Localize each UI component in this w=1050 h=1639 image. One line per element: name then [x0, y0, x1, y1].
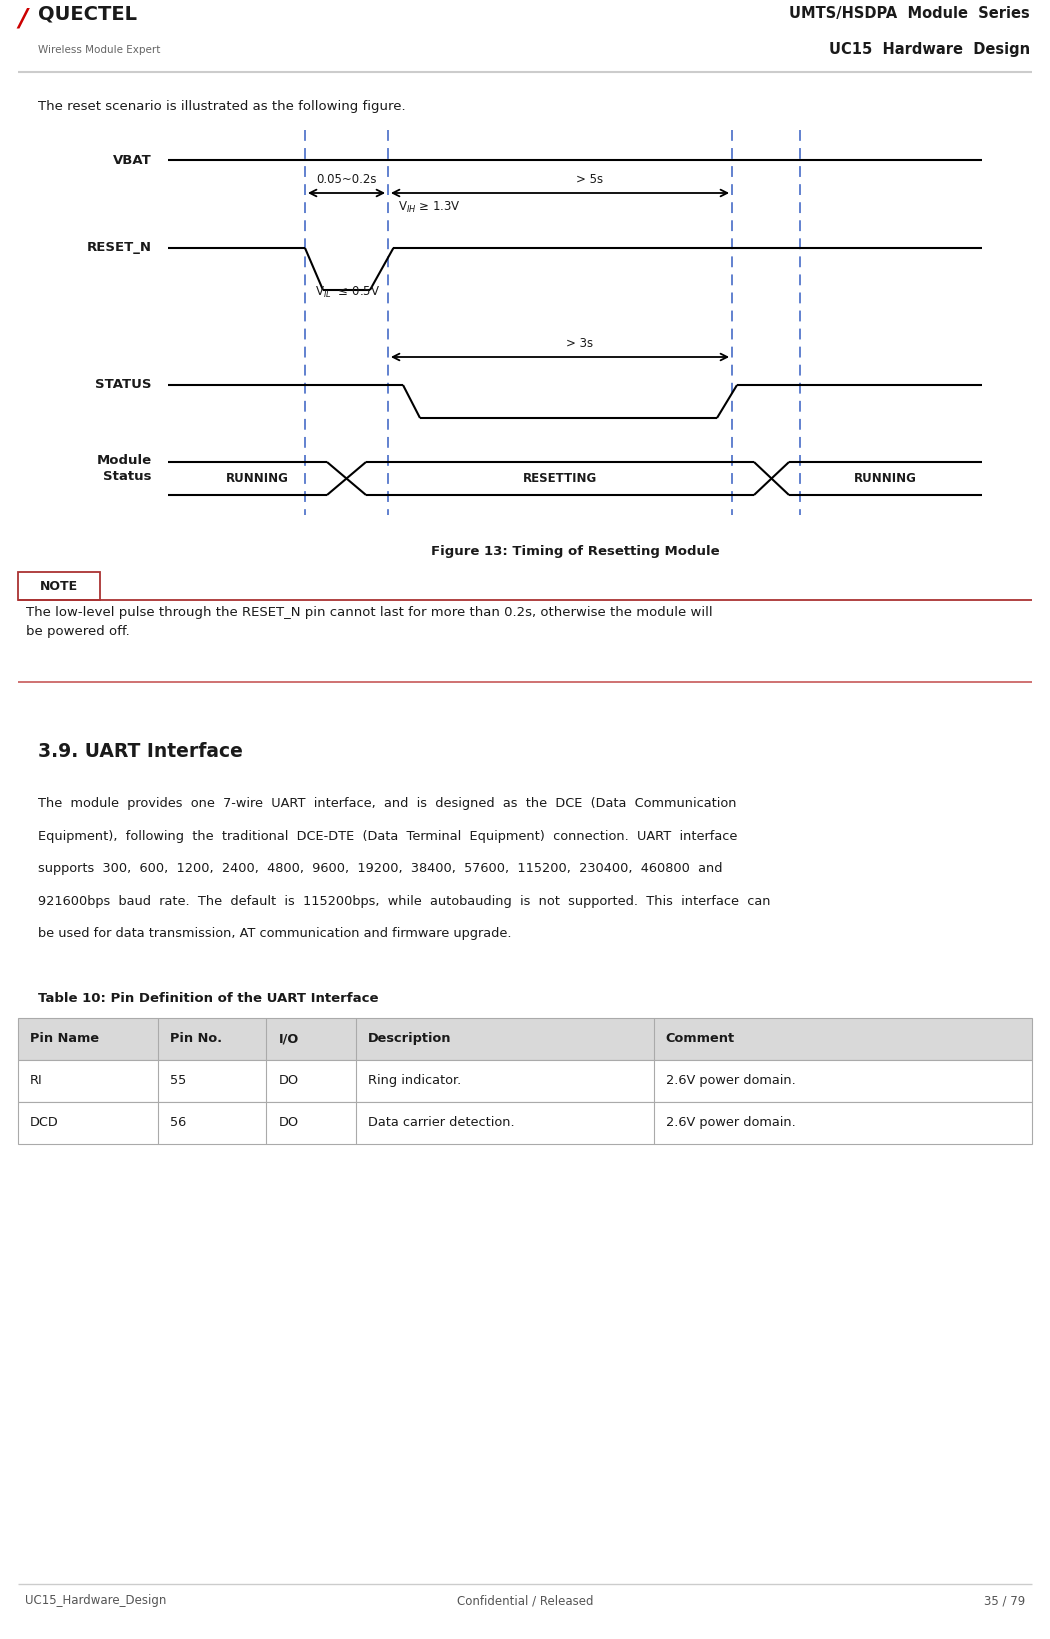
Text: Data carrier detection.: Data carrier detection.	[368, 1116, 514, 1129]
Text: > 3s: > 3s	[566, 338, 593, 351]
Text: UC15_Hardware_Design: UC15_Hardware_Design	[25, 1595, 166, 1606]
Text: DCD: DCD	[30, 1116, 59, 1129]
Text: QUECTEL: QUECTEL	[38, 5, 136, 25]
Text: Pin Name: Pin Name	[30, 1033, 99, 1046]
Bar	[18, 1059, 1032, 1101]
Text: Comment: Comment	[666, 1033, 735, 1046]
Text: VBAT: VBAT	[113, 154, 152, 167]
Text: 55: 55	[170, 1074, 186, 1087]
Text: RUNNING: RUNNING	[854, 472, 917, 485]
Text: 0.05~0.2s: 0.05~0.2s	[316, 174, 377, 185]
Text: UC15  Hardware  Design: UC15 Hardware Design	[828, 43, 1030, 57]
Text: I/O: I/O	[278, 1033, 298, 1046]
Text: V$_{IH}$ ≥ 1.3V: V$_{IH}$ ≥ 1.3V	[398, 200, 461, 215]
Text: The  module  provides  one  7-wire  UART  interface,  and  is  designed  as  the: The module provides one 7-wire UART inte…	[38, 797, 736, 810]
Text: supports  300,  600,  1200,  2400,  4800,  9600,  19200,  38400,  57600,  115200: supports 300, 600, 1200, 2400, 4800, 960…	[38, 862, 722, 875]
Text: V$_{IL}$  ≤ 0.5V: V$_{IL}$ ≤ 0.5V	[315, 285, 380, 300]
Text: > 5s: > 5s	[576, 174, 604, 185]
Text: RESET_N: RESET_N	[87, 241, 152, 254]
Text: 56: 56	[170, 1116, 186, 1129]
Text: DO: DO	[278, 1116, 298, 1129]
Text: be used for data transmission, AT communication and firmware upgrade.: be used for data transmission, AT commun…	[38, 928, 511, 941]
Text: 2.6V power domain.: 2.6V power domain.	[666, 1074, 796, 1087]
Text: 2.6V power domain.: 2.6V power domain.	[666, 1116, 796, 1129]
Text: NOTE: NOTE	[40, 580, 78, 593]
Text: RUNNING: RUNNING	[226, 472, 289, 485]
Text: 35 / 79: 35 / 79	[984, 1595, 1025, 1606]
Text: 3.9. UART Interface: 3.9. UART Interface	[38, 742, 243, 760]
Text: Wireless Module Expert: Wireless Module Expert	[38, 44, 161, 56]
Text: Ring indicator.: Ring indicator.	[368, 1074, 461, 1087]
Text: UMTS/HSDPA  Module  Series: UMTS/HSDPA Module Series	[790, 7, 1030, 21]
FancyBboxPatch shape	[18, 572, 100, 600]
Text: Figure 13: Timing of Resetting Module: Figure 13: Timing of Resetting Module	[430, 546, 719, 557]
Bar	[18, 1018, 1032, 1059]
Text: Description: Description	[368, 1033, 452, 1046]
Text: Pin No.: Pin No.	[170, 1033, 222, 1046]
Text: The reset scenario is illustrated as the following figure.: The reset scenario is illustrated as the…	[38, 100, 405, 113]
Text: /: /	[18, 7, 27, 31]
Text: Module
Status: Module Status	[97, 454, 152, 484]
Text: RESETTING: RESETTING	[523, 472, 597, 485]
Text: 921600bps  baud  rate.  The  default  is  115200bps,  while  autobauding  is  no: 921600bps baud rate. The default is 1152…	[38, 895, 771, 908]
Text: DO: DO	[278, 1074, 298, 1087]
Text: The low-level pulse through the RESET_N pin cannot last for more than 0.2s, othe: The low-level pulse through the RESET_N …	[26, 606, 713, 638]
Text: STATUS: STATUS	[96, 379, 152, 392]
Text: Equipment),  following  the  traditional  DCE-DTE  (Data  Terminal  Equipment)  : Equipment), following the traditional DC…	[38, 829, 737, 842]
Text: Table 10: Pin Definition of the UART Interface: Table 10: Pin Definition of the UART Int…	[38, 992, 378, 1005]
Text: Confidential / Released: Confidential / Released	[457, 1595, 593, 1606]
Text: RI: RI	[30, 1074, 43, 1087]
Bar	[18, 1101, 1032, 1144]
